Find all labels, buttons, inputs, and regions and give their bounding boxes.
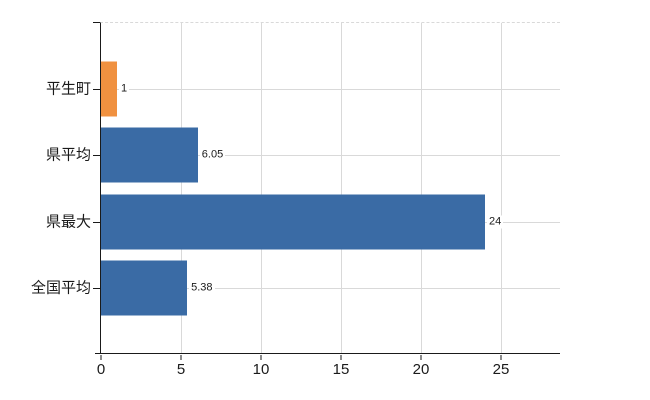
value-label: 24 xyxy=(487,215,504,229)
x-axis-tick xyxy=(100,355,102,360)
x-axis-tick-label: 5 xyxy=(176,361,186,378)
gridline-vertical xyxy=(341,23,342,354)
y-axis-tick xyxy=(93,287,100,289)
bar xyxy=(101,127,198,183)
plot-area: 平生町 1 県平均 6.05 県最大 24 全国平均 5.38 xyxy=(31,22,560,377)
bar-row: 全国平均 5.38 xyxy=(31,255,560,321)
category-label: 全国平均 xyxy=(30,279,91,297)
bar-row: 県最大 24 xyxy=(46,189,560,255)
x-axis-tick-label: 0 xyxy=(96,361,106,378)
value-label: 6.05 xyxy=(199,148,226,162)
y-axis-tick xyxy=(93,89,100,91)
category-label: 平生町 xyxy=(45,80,91,98)
category-label: 県最大 xyxy=(45,213,91,231)
x-axis-tick xyxy=(420,355,422,360)
x-axis-tick-label: 10 xyxy=(252,361,270,378)
x-axis-tick-label: 25 xyxy=(492,361,510,378)
x-axis-tick-label: 15 xyxy=(332,361,350,378)
gridline-vertical xyxy=(501,23,502,354)
gridline-vertical xyxy=(181,23,182,354)
gridline-horizontal xyxy=(101,155,560,157)
x-axis-tick xyxy=(500,355,502,360)
x-axis-tick-label: 20 xyxy=(412,361,430,378)
gridline-horizontal xyxy=(101,89,560,91)
bar-row: 県平均 6.05 xyxy=(46,122,560,188)
bar xyxy=(101,194,485,250)
gridline-vertical xyxy=(421,23,422,354)
bar xyxy=(101,260,188,316)
x-axis xyxy=(95,353,560,354)
bar-row: 平生町 1 xyxy=(46,56,560,122)
x-axis-tick xyxy=(340,355,342,360)
bar xyxy=(101,61,117,117)
y-axis-top-tick xyxy=(93,22,100,23)
x-axis-tick xyxy=(180,355,182,360)
gridline-horizontal xyxy=(101,287,560,289)
gridline-vertical xyxy=(261,23,262,354)
y-axis-tick xyxy=(93,155,100,157)
value-label: 1 xyxy=(119,82,130,96)
x-axis-tick xyxy=(260,355,262,360)
category-label: 県平均 xyxy=(45,146,91,164)
y-axis-tick xyxy=(93,221,100,223)
value-label: 5.38 xyxy=(189,281,215,295)
